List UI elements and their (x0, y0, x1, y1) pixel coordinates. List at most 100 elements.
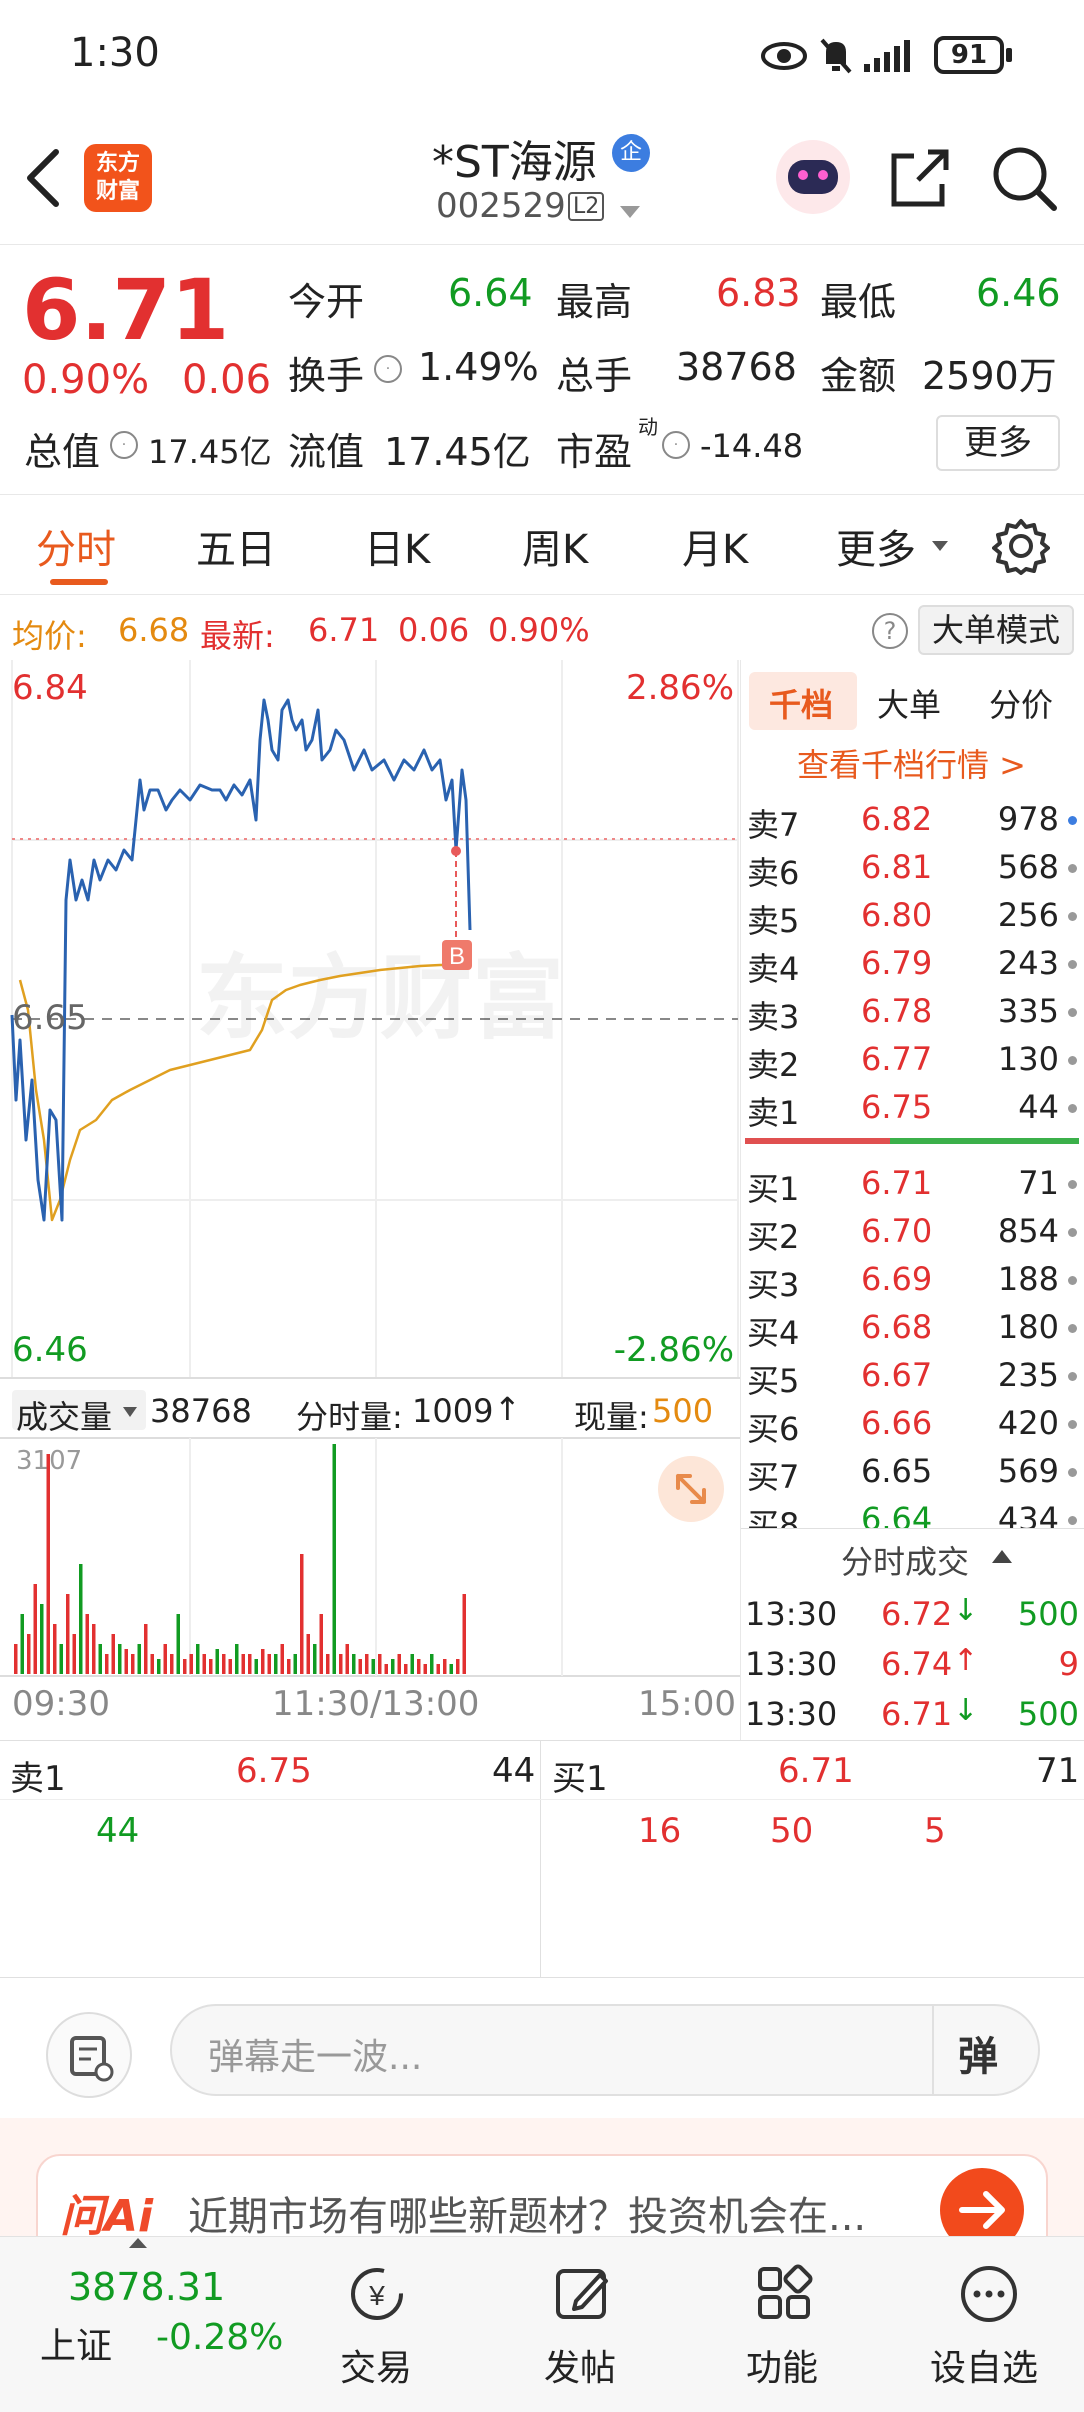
volume-bar (20, 1614, 24, 1674)
chart-svg[interactable]: 东方财富 B (0, 660, 740, 1740)
bid-price: 6.65 (861, 1452, 933, 1490)
dropdown-icon[interactable] (618, 204, 642, 220)
volume-bar (319, 1614, 323, 1674)
volume-max-label: 3107 (16, 1446, 83, 1476)
pe-label: 市盈 (556, 430, 633, 474)
volume-indicator-select[interactable]: 成交量 (12, 1390, 146, 1436)
bid-row[interactable]: 买6 6.66 420 (741, 1400, 1084, 1448)
bottom-navigation: 3878.31 上证 -0.28% ¥ 交易 发帖 功能 设自选 (0, 2236, 1084, 2412)
ask-row[interactable]: 卖1 6.75 44 (741, 1084, 1084, 1132)
share-icon[interactable] (888, 146, 952, 210)
bid-row[interactable]: 买3 6.69 188 (741, 1256, 1084, 1304)
comment-input[interactable]: 弹幕走一波... 弹 (170, 2004, 1040, 2096)
trade-time: 13:30 (745, 1695, 838, 1733)
tab-big-order[interactable]: 大单 (877, 686, 942, 724)
tab-monthly-k[interactable]: 月K (682, 527, 749, 573)
gear-icon[interactable] (992, 517, 1050, 575)
svg-text:¥: ¥ (368, 2280, 385, 2311)
ask-row[interactable]: 卖3 6.78 335 (741, 988, 1084, 1036)
tab-level-book[interactable]: 千档 (769, 686, 834, 724)
bid-row[interactable]: 买4 6.68 180 (741, 1304, 1084, 1352)
level1-bid-order: 16 (638, 1811, 682, 1851)
status-dot-icon (1068, 912, 1077, 921)
average-price-bar: 均价: 6.68 最新: 6.71 0.06 0.90% ? 大单模式 (0, 597, 1084, 659)
big-order-mode-button[interactable]: 大单模式 (918, 605, 1074, 655)
bid-row[interactable]: 买1 6.71 71 (741, 1160, 1084, 1208)
ask-price: 6.80 (861, 896, 933, 934)
time-sales-title[interactable]: 分时成交 (841, 1543, 970, 1581)
ask-row[interactable]: 卖5 6.80 256 (741, 892, 1084, 940)
level1-bid-order: 50 (770, 1811, 814, 1851)
volume-total: 38768 (150, 1392, 252, 1430)
nav-add-watchlist[interactable]: 设自选 (926, 2251, 1056, 2401)
expand-icon[interactable] (658, 1456, 724, 1522)
volume-bar (313, 1644, 317, 1674)
nav-trade[interactable]: ¥ 交易 (324, 2251, 428, 2401)
back-arrow-icon[interactable] (22, 148, 66, 208)
info-icon[interactable]: · (374, 355, 402, 383)
volume-bar (189, 1654, 193, 1674)
status-dot-icon (1068, 1420, 1077, 1429)
info-icon[interactable]: · (662, 431, 690, 459)
status-time: 1:30 (70, 30, 160, 76)
nav-functions[interactable]: 功能 (730, 2251, 834, 2401)
tab-level-book-bg (749, 672, 857, 730)
ask-label: 卖5 (747, 902, 800, 940)
trade-time: 13:30 (745, 1595, 838, 1633)
level-badge: L2 (568, 192, 605, 221)
comment-bar: 弹幕走一波... 弹 (0, 1978, 1084, 2108)
tab-intraday[interactable]: 分时 (36, 527, 116, 573)
bid-row[interactable]: 买2 6.70 854 (741, 1208, 1084, 1256)
search-icon[interactable] (990, 144, 1060, 214)
price-bottom-label: 6.46 (12, 1330, 88, 1370)
tab-weekly-k[interactable]: 周K (522, 527, 589, 573)
tab-more[interactable]: 更多 (836, 527, 916, 573)
current-volume-value: 500 (652, 1392, 714, 1430)
bid-label: 买3 (747, 1266, 800, 1304)
tab-price-dist[interactable]: 分价 (989, 686, 1054, 724)
caret-up-icon[interactable] (128, 2237, 148, 2249)
status-dot-icon (1068, 1056, 1077, 1065)
status-dot-icon (1068, 816, 1077, 825)
info-icon[interactable]: · (110, 431, 138, 459)
bid-row[interactable]: 买5 6.67 235 (741, 1352, 1084, 1400)
trade-price: 6.71 (881, 1695, 953, 1733)
bid-price: 6.70 (861, 1212, 933, 1250)
nav-functions-label: 功能 (746, 2348, 819, 2389)
ask-row[interactable]: 卖4 6.79 243 (741, 940, 1084, 988)
nav-post[interactable]: 发帖 (528, 2251, 632, 2401)
ask-price: 6.75 (861, 1088, 933, 1126)
bid-row[interactable]: 买7 6.65 569 (741, 1448, 1084, 1496)
danmu-button[interactable]: 弹 (958, 2034, 998, 2080)
ask-row[interactable]: 卖7 6.82 978 (741, 796, 1084, 844)
bid-volume: 235 (997, 1356, 1059, 1394)
comment-list-icon[interactable] (46, 2012, 132, 2098)
help-icon[interactable]: ? (872, 613, 908, 649)
tab-daily-k[interactable]: 日K (364, 527, 431, 573)
volume-bar (397, 1654, 401, 1674)
nav-add-watchlist-label: 设自选 (930, 2348, 1039, 2389)
ask-row[interactable]: 卖2 6.77 130 (741, 1036, 1084, 1084)
float-cap-label: 流值 (288, 430, 365, 474)
ask-volume: 44 (1018, 1088, 1059, 1126)
volume-bar (449, 1664, 453, 1674)
ask-row[interactable]: 卖6 6.81 568 (741, 844, 1084, 892)
volume-bar (423, 1664, 427, 1674)
volume-bar (46, 1454, 50, 1674)
chevron-up-icon[interactable] (991, 1549, 1013, 1565)
volume-bar (144, 1624, 148, 1674)
tab-five-day[interactable]: 五日 (196, 527, 276, 573)
trade-volume: 500 (1017, 1595, 1079, 1633)
view-level-book-link[interactable]: 查看千档行情 > (797, 746, 1026, 784)
status-dot-icon (1068, 864, 1077, 873)
latest-label: 最新: (200, 617, 275, 655)
intraday-chart: 东方财富 B 6.84 2.86% 6.65 6.46 -2.86% 成交量 3… (0, 660, 740, 1740)
status-dot-icon (1068, 1516, 1077, 1525)
volume-bars (14, 1444, 466, 1674)
robot-assistant-icon[interactable] (776, 140, 850, 214)
price-mid-label: 6.65 (12, 998, 88, 1038)
stock-code: 002529 (436, 186, 566, 226)
trade-direction-icon: ↑ (953, 1643, 979, 1678)
more-button[interactable]: 更多 (936, 415, 1060, 471)
index-value[interactable]: 3878.31 (68, 2265, 226, 2309)
